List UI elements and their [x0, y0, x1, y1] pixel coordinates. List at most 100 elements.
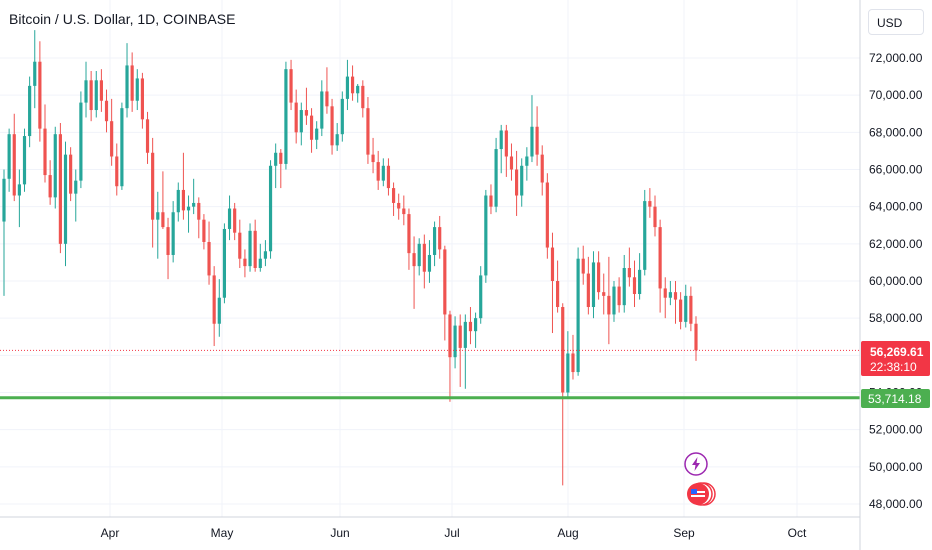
candle-body	[668, 292, 672, 298]
y-tick-label: 52,000.00	[869, 423, 923, 437]
candle-body	[63, 154, 68, 244]
candle-body	[238, 232, 242, 259]
candle-body	[448, 314, 452, 358]
candle	[94, 71, 98, 118]
candle	[376, 150, 380, 190]
candle	[484, 189, 488, 283]
candle-body	[561, 307, 565, 393]
candle-body	[84, 80, 88, 103]
candle-body	[207, 241, 211, 276]
candle-body	[376, 162, 380, 181]
candle	[663, 277, 667, 319]
candle	[74, 169, 78, 222]
candle-body	[597, 262, 601, 293]
x-tick-label: Aug	[557, 526, 578, 540]
candle	[7, 128, 11, 192]
candle	[104, 89, 109, 133]
candle-body	[304, 110, 309, 116]
candle-body	[463, 321, 467, 348]
candle-body	[350, 76, 355, 94]
candle-body	[202, 219, 206, 242]
candle	[217, 279, 221, 337]
candle-body	[581, 258, 585, 274]
candle	[684, 284, 688, 328]
candle	[391, 182, 396, 216]
candle-body	[233, 208, 237, 233]
candle	[361, 80, 365, 118]
candle	[145, 111, 150, 164]
candle-body	[222, 228, 227, 298]
candle	[263, 240, 268, 267]
candle	[166, 217, 170, 280]
candle	[350, 65, 355, 101]
candle-body	[391, 188, 396, 203]
candle-body	[386, 165, 391, 189]
candle	[504, 124, 508, 177]
candle	[535, 106, 539, 166]
candle	[130, 52, 134, 112]
candle	[181, 152, 185, 220]
candle-body	[381, 165, 385, 181]
candle	[161, 171, 165, 229]
candle	[222, 223, 227, 304]
x-tick-label: Oct	[788, 526, 807, 540]
candle	[566, 331, 570, 399]
candle	[192, 178, 196, 215]
candle	[397, 193, 401, 220]
candle-body	[320, 91, 324, 129]
candle	[294, 89, 298, 144]
candle	[463, 314, 467, 389]
currency-button[interactable]: USD	[868, 9, 924, 35]
candle-body	[622, 267, 626, 306]
candle	[233, 202, 237, 241]
candle	[253, 219, 257, 272]
candle-body	[166, 227, 170, 255]
candle	[335, 123, 339, 151]
candle-body	[627, 267, 631, 278]
candle	[479, 266, 483, 324]
y-tick-label: 68,000.00	[869, 125, 923, 139]
lightning-icon[interactable]	[684, 452, 708, 476]
candle	[643, 189, 647, 276]
candle-body	[325, 91, 329, 107]
support-price-value: 53,714.18	[868, 392, 922, 406]
candle	[617, 277, 621, 313]
candle-body	[432, 227, 437, 255]
price-axis[interactable]: 48,000.0050,000.0052,000.0054,000.0056,0…	[869, 51, 923, 511]
candle	[207, 221, 211, 285]
candle	[612, 281, 616, 322]
candle	[591, 251, 596, 319]
candle-body	[248, 230, 252, 267]
candle	[176, 182, 180, 222]
candle-body	[443, 249, 447, 315]
candle	[550, 232, 555, 334]
candle-body	[181, 189, 185, 211]
candle-body	[632, 277, 637, 295]
candle-body	[576, 258, 580, 373]
candle	[407, 208, 411, 270]
candle-body	[104, 100, 109, 122]
candle	[371, 137, 375, 174]
candle	[653, 195, 657, 237]
candle	[238, 219, 242, 268]
candle	[581, 245, 585, 285]
candle-body	[417, 243, 421, 267]
time-axis[interactable]: Apr May Jun Jul Aug Sep Oct	[101, 526, 807, 540]
candle-body	[586, 273, 590, 308]
candle	[171, 201, 175, 263]
candle	[125, 43, 129, 118]
us-flag-icon[interactable]	[687, 482, 716, 506]
candle-body	[243, 258, 247, 267]
x-tick-label: May	[211, 526, 234, 540]
candle-body	[94, 80, 98, 111]
candle-body	[366, 108, 370, 155]
candle-body	[268, 165, 273, 252]
candle-body	[212, 275, 216, 324]
candle	[22, 128, 27, 192]
candle	[135, 69, 139, 111]
y-tick-label: 58,000.00	[869, 311, 923, 325]
candle-body	[356, 85, 360, 94]
candle-body	[22, 136, 27, 185]
candle-body	[28, 85, 32, 137]
